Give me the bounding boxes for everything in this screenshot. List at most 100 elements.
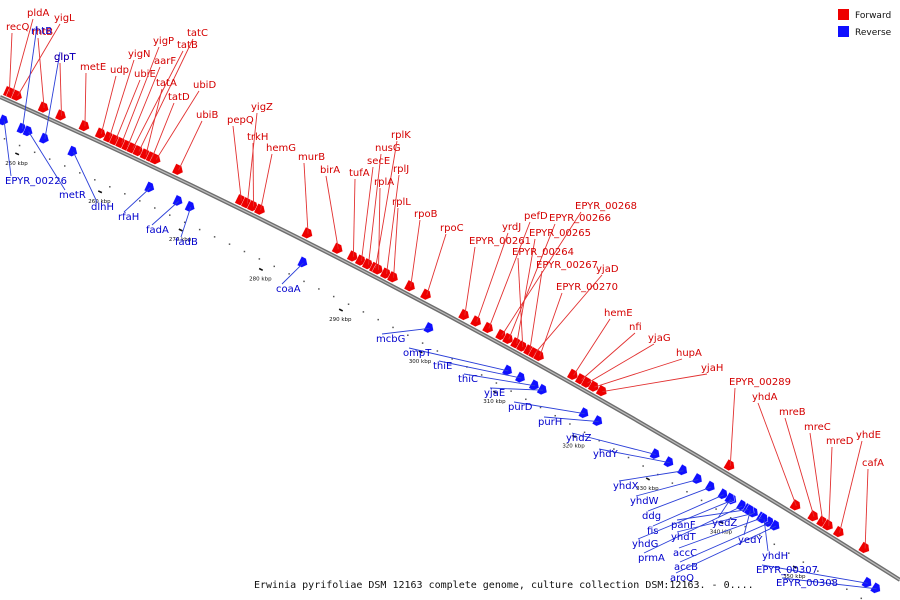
gene-label-EPYR_00265[interactable]: EPYR_00265 (529, 228, 591, 239)
gene-fadB[interactable] (184, 200, 196, 213)
gene-mreB[interactable] (806, 509, 819, 522)
gene-dlhH[interactable] (66, 145, 78, 157)
gene-yjaE[interactable] (536, 383, 548, 396)
gene-yhdH[interactable] (757, 512, 769, 524)
gene-label-metR[interactable]: metR (59, 190, 86, 201)
gene-label-yhdH[interactable]: yhdH (762, 551, 788, 562)
gene-rpoB[interactable] (403, 279, 416, 292)
gene-purH[interactable] (591, 414, 603, 427)
gene-label-rplA[interactable]: rplA (374, 177, 394, 188)
gene-mcbG[interactable] (422, 321, 434, 334)
gene-rplA[interactable] (371, 262, 384, 275)
gene-label-yigL[interactable]: yigL (54, 13, 75, 24)
gene-purD[interactable] (577, 406, 589, 419)
gene-label-ubiE[interactable]: ubiE (134, 69, 156, 80)
gene-label-glpT[interactable]: glpT (54, 52, 76, 63)
gene-rhtB[interactable] (37, 101, 49, 114)
gene-tufA[interactable] (346, 249, 359, 262)
gene-label-ddg[interactable]: ddg (642, 511, 661, 522)
gene-label-pldA[interactable]: pldA (27, 8, 49, 19)
gene-label-ubiD[interactable]: ubiD (193, 80, 216, 91)
gene-label-accB[interactable]: accB (674, 562, 698, 573)
gene-label-yhdA[interactable]: yhdA (752, 392, 778, 403)
gene-label-pepQ[interactable]: pepQ (227, 115, 254, 126)
gene-label-hemG[interactable]: hemG (266, 143, 296, 154)
gene-label-purD[interactable]: purD (508, 402, 533, 413)
gene-label-hupA[interactable]: hupA (676, 348, 702, 359)
gene-label-yjaG[interactable]: yjaG (648, 333, 671, 344)
gene-yhdW[interactable] (691, 472, 703, 485)
gene-label-yigZ[interactable]: yigZ (251, 102, 273, 113)
gene-yhdZ[interactable] (649, 447, 660, 460)
gene-yrdJ[interactable] (469, 314, 482, 327)
gene-thiE[interactable] (514, 371, 526, 383)
gene-rfaH[interactable] (143, 181, 155, 193)
legend-forward-swatch[interactable] (838, 9, 849, 20)
gene-murB[interactable] (301, 226, 313, 239)
gene-label-secE[interactable]: secE (367, 156, 390, 167)
gene-label-EPYR_00308[interactable]: EPYR_00308 (776, 578, 838, 589)
gene-fadA[interactable] (172, 194, 183, 207)
gene-hemG[interactable] (253, 203, 266, 216)
gene-label-yjaD[interactable]: yjaD (596, 264, 619, 275)
gene-label-accC[interactable]: accC (673, 548, 697, 559)
gene-label-EPYR_00266[interactable]: EPYR_00266 (549, 213, 611, 224)
gene-label-aroQ[interactable]: aroQ (670, 573, 694, 584)
gene-label-yhdG[interactable]: yhdG (632, 539, 658, 550)
gene-label-EPYR_00226[interactable]: EPYR_00226 (5, 176, 67, 187)
gene-label-metE[interactable]: metE (80, 62, 106, 73)
gene-label-tatD[interactable]: tatD (168, 92, 190, 103)
gene-yhdX[interactable] (676, 463, 688, 476)
gene-rplL[interactable] (386, 270, 399, 283)
gene-yhdA[interactable] (789, 498, 801, 511)
gene-yhdY[interactable] (662, 455, 674, 468)
gene-label-EPYR_00268[interactable]: EPYR_00268 (575, 201, 637, 212)
gene-label-yhdY[interactable]: yhdY (593, 449, 619, 460)
gene-label-yjaH[interactable]: yjaH (701, 363, 723, 374)
gene-pefD[interactable] (481, 321, 494, 334)
gene-label-thiE[interactable]: thiE (433, 361, 452, 372)
gene-label-yigN[interactable]: yigN (128, 49, 151, 60)
gene-label-EPYR_00289[interactable]: EPYR_00289 (729, 377, 791, 388)
gene-mreD[interactable] (821, 518, 834, 531)
gene-label-thiC[interactable]: thiC (458, 374, 478, 385)
gene-label-hemE[interactable]: hemE (604, 308, 633, 319)
gene-label-mreB[interactable]: mreB (779, 407, 806, 418)
gene-EPYR_00226[interactable] (0, 114, 9, 126)
gene-birA[interactable] (331, 242, 343, 255)
gene-udp[interactable] (94, 127, 107, 140)
gene-label-murB[interactable]: murB (298, 152, 325, 163)
legend-reverse-swatch[interactable] (838, 26, 849, 37)
gene-ddg[interactable] (704, 480, 716, 492)
gene-EPYR_00261[interactable] (457, 308, 470, 321)
gene-label-mreC[interactable]: mreC (804, 422, 831, 433)
gene-cafA[interactable] (857, 541, 870, 554)
gene-label-rplJ[interactable]: rplJ (393, 164, 409, 175)
gene-label-rhtB[interactable]: rhtB (32, 27, 53, 38)
gene-label-yhdW[interactable]: yhdW (630, 496, 659, 507)
gene-hupA[interactable] (587, 379, 600, 393)
gene-label-nfi[interactable]: nfi (629, 322, 642, 333)
gene-label-fadB[interactable]: fadB (175, 237, 198, 248)
gene-label-fis[interactable]: fis (647, 526, 659, 537)
gene-label-EPYR_00261[interactable]: EPYR_00261 (469, 236, 531, 247)
gene-coaA[interactable] (296, 256, 308, 268)
gene-glpT[interactable] (54, 108, 67, 121)
gene-label-rplK[interactable]: rplK (391, 130, 411, 141)
gene-label-tatA[interactable]: tatA (156, 78, 177, 89)
gene-label-glpT[interactable]: glpT (54, 52, 76, 63)
gene-label-panF[interactable]: panF (671, 520, 696, 531)
gene-label-yigP[interactable]: yigP (153, 36, 174, 47)
gene-glpT[interactable] (38, 132, 50, 144)
gene-label-recQ[interactable]: recQ (6, 22, 30, 33)
gene-EPYR_00308[interactable] (869, 581, 881, 594)
gene-label-mcbG[interactable]: mcbG (376, 334, 405, 345)
gene-label-prmA[interactable]: prmA (638, 553, 665, 564)
gene-label-cafA[interactable]: cafA (862, 458, 884, 469)
gene-label-purH[interactable]: purH (538, 417, 562, 428)
gene-label-EPYR_00270[interactable]: EPYR_00270 (556, 282, 618, 293)
gene-label-ompT[interactable]: ompT (403, 348, 432, 359)
gene-label-pefD[interactable]: pefD (524, 211, 548, 222)
gene-yhdE[interactable] (832, 525, 845, 538)
gene-hemE[interactable] (566, 368, 579, 381)
